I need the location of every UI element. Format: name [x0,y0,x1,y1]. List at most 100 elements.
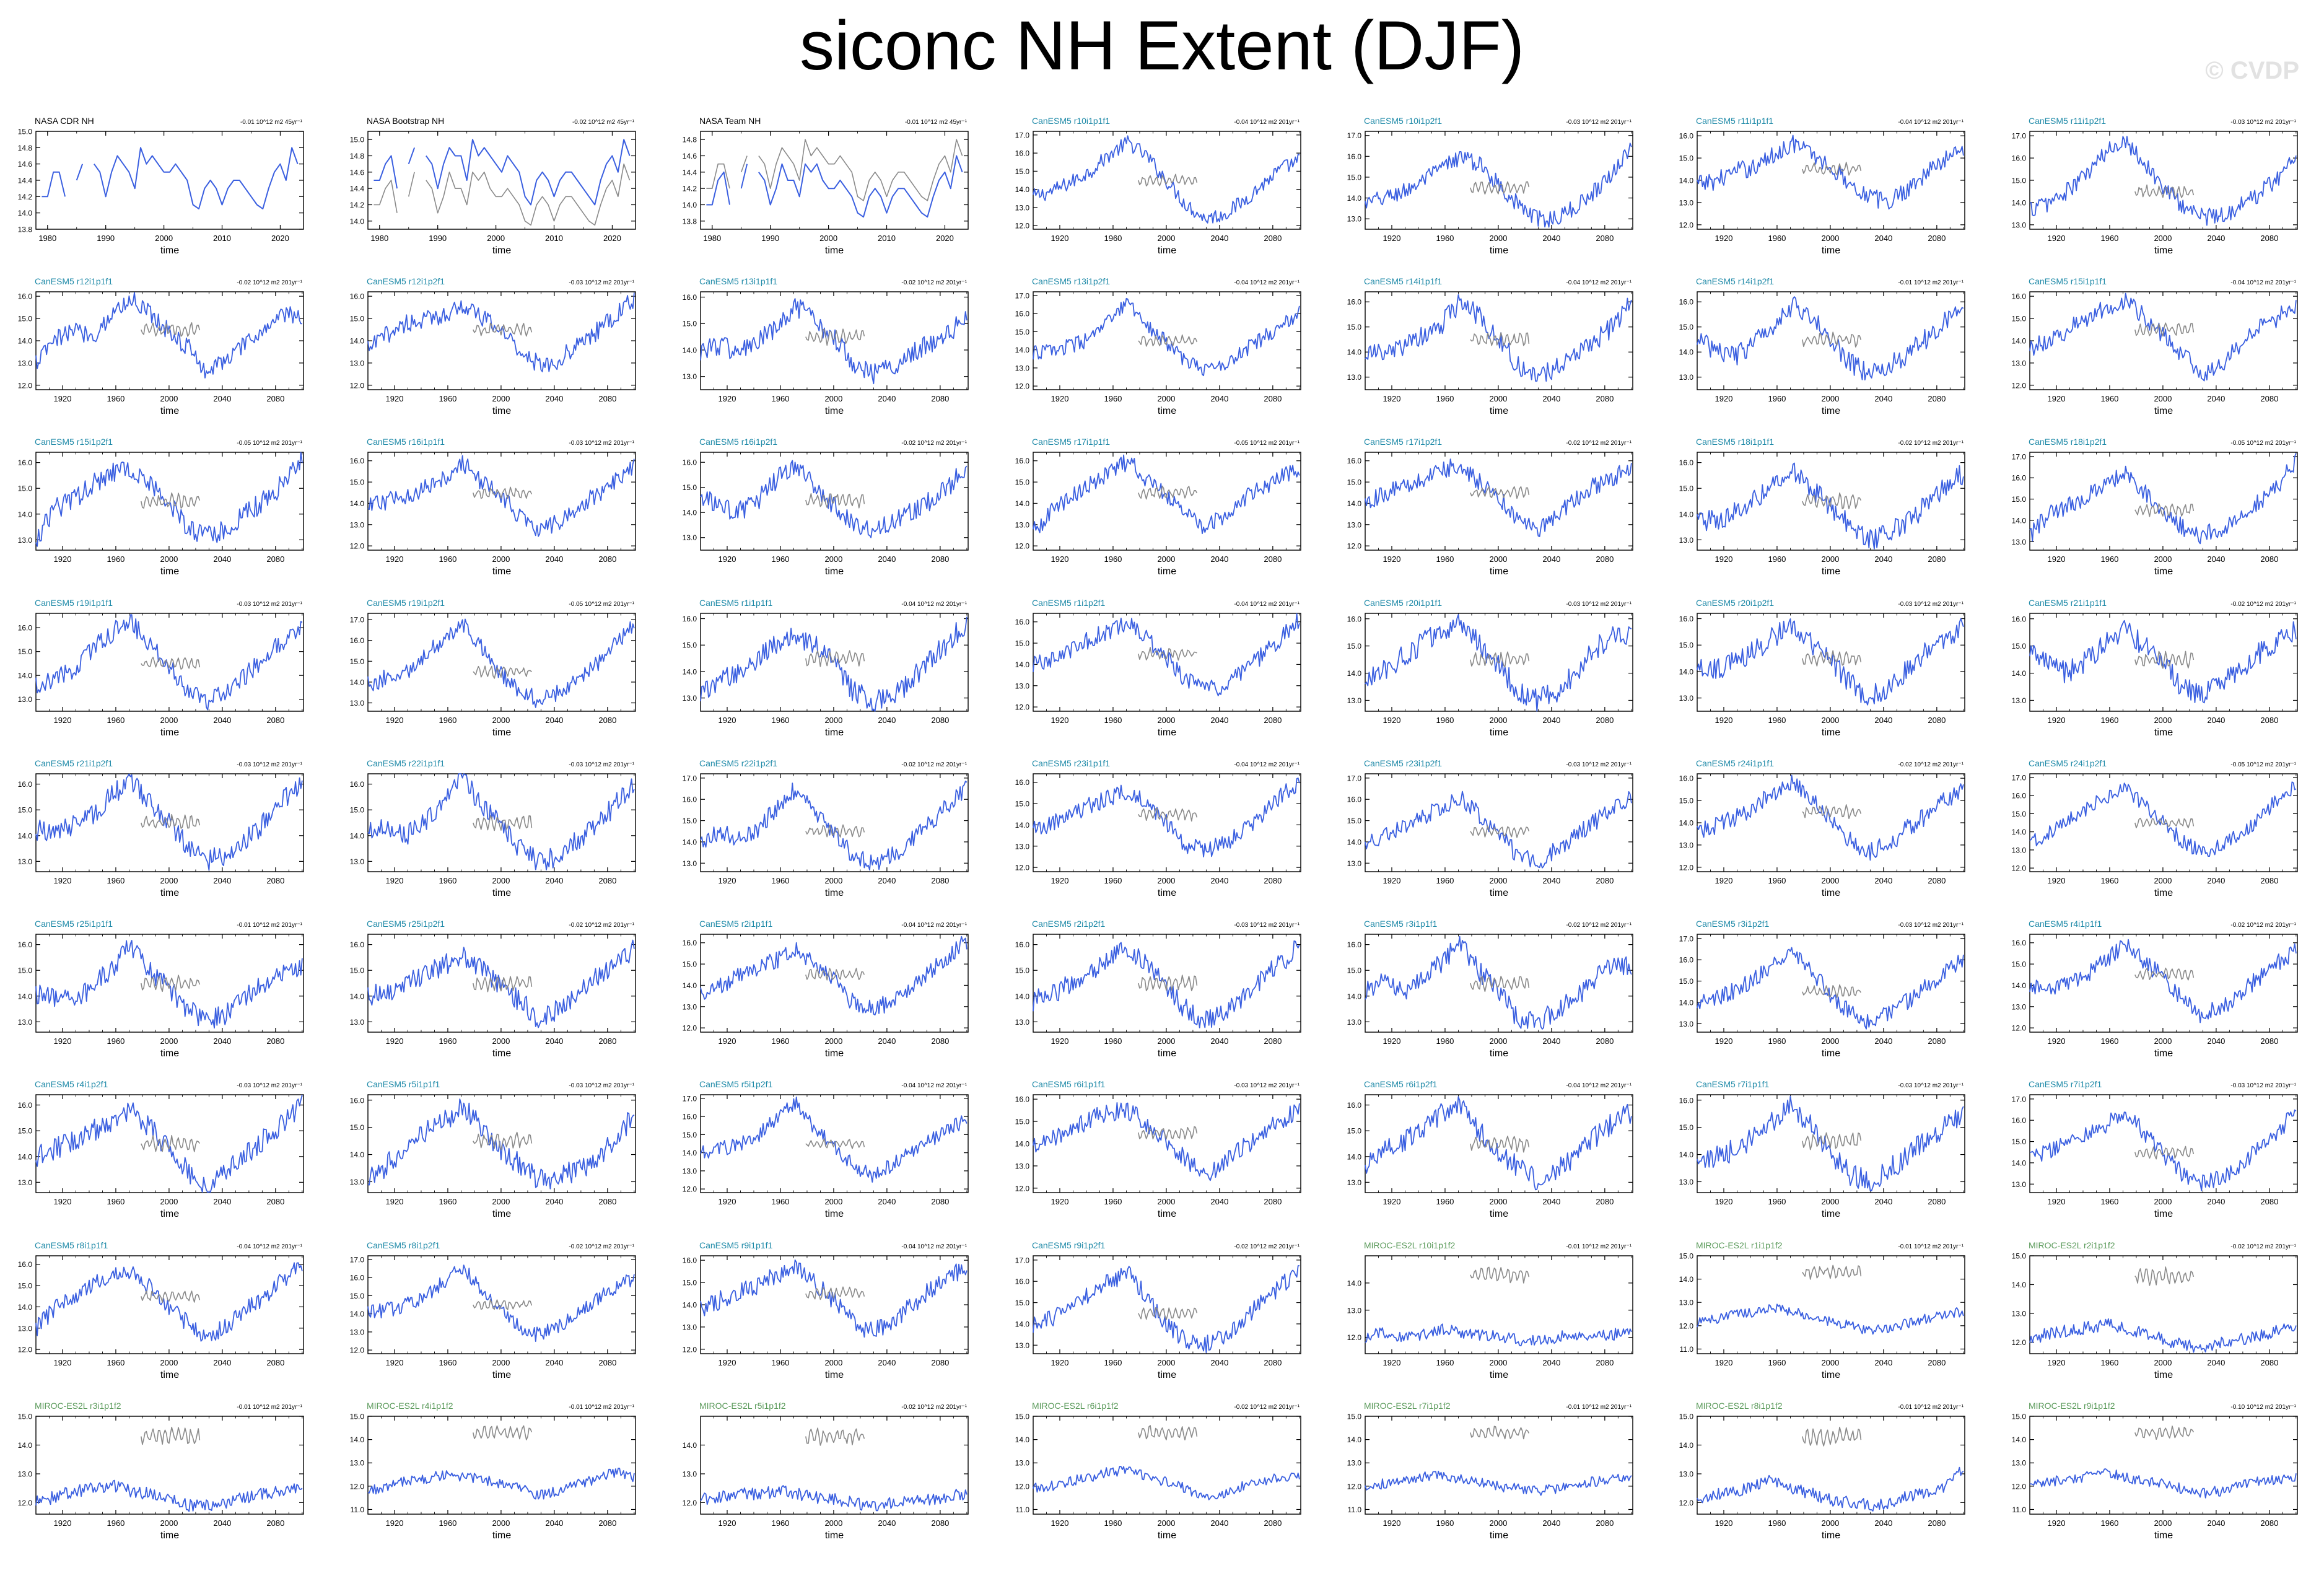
x-tick-label: 2040 [1542,234,1560,243]
y-tick-label: 14.4 [18,177,33,185]
panel-trend: -0.05 10^12 m2 201yr⁻¹ [237,440,302,447]
panel-title: CanESM5 r6i1p2f1 [1364,1079,1438,1089]
series-line [700,1259,968,1338]
obs-series-line [1802,650,1862,667]
panel-title: CanESM5 r16i1p2f1 [699,437,777,447]
y-tick-label: 15.0 [1679,323,1694,331]
x-tick-label: 1960 [1436,394,1454,403]
y-tick-label: 13.8 [683,217,697,226]
x-axis-label: time [2154,1048,2173,1059]
panel-1: NASA Bootstrap NH -0.02 10^12 m2 45yr⁻¹ 19… [350,116,636,256]
x-axis-label: time [1822,406,1840,416]
series-line [1033,1264,1300,1354]
x-tick-label: 2040 [1874,394,1892,403]
y-tick-label: 14.0 [683,981,697,990]
panel-frame [700,773,969,872]
x-tick-label: 1960 [439,554,456,564]
x-tick-label: 1960 [439,716,456,725]
y-tick-label: 13.0 [1347,215,1362,224]
y-tick-label: 13.0 [1015,1459,1030,1468]
x-tick-label: 2040 [1210,554,1228,564]
series-line [35,940,303,1029]
obs-series-line [141,1290,201,1303]
y-tick-label: 16.0 [1015,149,1030,158]
x-tick-label: 1920 [1051,234,1069,243]
series-line [1033,1466,1300,1501]
panel-title: CanESM5 r8i1p2f1 [367,1240,440,1250]
y-tick-label: 16.0 [683,1256,697,1265]
obs-series-line [141,1426,201,1445]
x-tick-label: 1980 [370,234,388,243]
x-tick-label: 1920 [54,1358,72,1367]
y-tick-label: 13.0 [1347,859,1362,868]
y-tick-label: 16.0 [18,292,33,301]
y-tick-label: 12.0 [683,1185,697,1194]
x-tick-label: 2040 [1542,876,1560,885]
x-tick-label: 2000 [2154,394,2172,403]
y-tick-label: 15.0 [350,806,365,815]
x-axis-label: time [1822,566,1840,577]
y-tick-label: 15.0 [683,320,697,328]
series-line [1697,1095,1964,1191]
panel-trend: -0.02 10^12 m2 45yr⁻¹ [572,119,635,126]
panel-frame [2029,1094,2298,1193]
panel-trend: -0.02 10^12 m2 201yr⁻¹ [2230,601,2296,608]
panel-title: CanESM5 r1i1p2f1 [1032,598,1106,608]
obs-series-line [1470,825,1530,838]
x-tick-label: 1920 [1715,1358,1733,1367]
x-tick-label: 2000 [492,876,510,885]
x-tick-label: 2040 [1210,234,1228,243]
y-tick-label: 13.0 [18,1178,33,1187]
x-tick-label: 2000 [160,1036,178,1046]
obs-series-line [1470,1136,1530,1153]
y-tick-label: 14.0 [1015,992,1030,1001]
y-tick-label: 15.0 [1015,1299,1030,1307]
x-tick-label: 1920 [1383,234,1401,243]
x-tick-label: 1960 [1768,1036,1786,1046]
x-tick-label: 1920 [54,394,72,403]
panel-trend: -0.03 10^12 m2 201yr⁻¹ [237,1082,302,1089]
x-axis-label: time [492,566,511,577]
panel-0: NASA CDR NH -0.01 10^12 m2 45yr⁻¹ 1980 1990… [18,116,304,256]
x-tick-label: 2080 [931,1518,949,1528]
y-tick-label: 12.0 [1015,1184,1030,1193]
panel-frame [367,1255,636,1354]
y-tick-label: 16.0 [1347,795,1362,804]
x-tick-label: 2080 [2260,1358,2278,1367]
panel-title: CanESM5 r11i1p1f1 [1696,116,1773,126]
obs-series-line [1138,975,1198,991]
y-tick-label: 12.0 [1679,1321,1694,1330]
x-tick-label: 1920 [1715,554,1733,564]
panel-frame [1033,452,1301,551]
panel-title: CanESM5 r4i1p2f1 [35,1079,108,1089]
panel-55: MIROC-ES2L r2i1p1f2 -0.02 10^12 m2 201yr⁻… [2012,1240,2298,1380]
panel-title: CanESM5 r2i1p2f1 [1032,919,1106,929]
x-tick-label: 1960 [1104,1518,1122,1528]
panel-trend: -0.03 10^12 m2 201yr⁻¹ [1566,601,1632,608]
panel-trend: -0.05 10^12 m2 201yr⁻¹ [569,601,634,608]
obs-series-line [1138,1126,1198,1140]
obs-series-line [2134,817,2195,828]
obs-series-line [2134,503,2195,517]
obs-series-line [805,493,865,509]
series-line [700,781,968,871]
panel-52: CanESM5 r9i1p2f1 -0.02 10^12 m2 201yr⁻¹ 19… [1015,1240,1301,1380]
obs-series-line [805,1427,865,1446]
y-tick-label: 15.0 [2012,1252,2027,1261]
obs-series-line [805,1286,865,1300]
panel-26: CanESM5 r20i1p2f1 -0.03 10^12 m2 201yr⁻¹ 1… [1679,598,1965,738]
obs-series-line [1802,804,1862,819]
x-tick-label: 1920 [1715,876,1733,885]
x-tick-label: 1920 [1383,1358,1401,1367]
series-line [706,155,963,218]
panel-frame [2029,773,2298,872]
y-tick-label: 15.0 [1015,1118,1030,1126]
series-line [35,614,303,711]
y-tick-label: 15.0 [1679,641,1694,650]
y-tick-label: 12.0 [1015,1482,1030,1491]
obs-series-line [1138,334,1198,347]
panel-title: CanESM5 r5i1p1f1 [367,1079,440,1089]
x-tick-label: 2080 [598,394,616,403]
x-tick-label: 1920 [2048,394,2066,403]
y-tick-label: 14.0 [1015,1320,1030,1328]
